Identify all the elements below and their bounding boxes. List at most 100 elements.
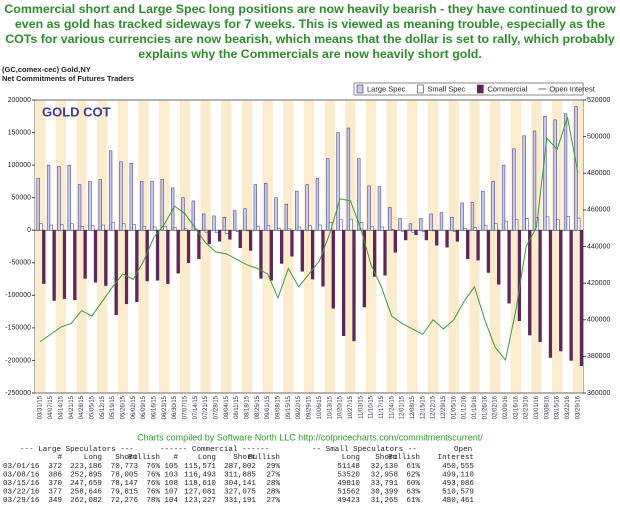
bar: [52, 229, 56, 301]
bar: [297, 226, 302, 231]
bar: [532, 130, 537, 231]
bar: [160, 179, 164, 231]
bar: [197, 229, 201, 260]
bar: [264, 183, 268, 231]
table-cell: 49810: [337, 480, 360, 488]
table-cell: 386: [48, 472, 62, 480]
table-cell: 49423: [337, 497, 360, 505]
table-column: Bullish: [128, 454, 160, 462]
x-tick-label: 05/26/15: [120, 395, 126, 419]
x-tick-label: 11/10/15: [369, 395, 375, 419]
bar: [336, 132, 340, 231]
table-cell: 311,885: [224, 472, 256, 480]
legend-swatch: [356, 84, 364, 94]
bar: [483, 225, 488, 231]
y2-tick-label: 500000: [587, 133, 610, 140]
x-tick-label: 12/29/15: [441, 395, 447, 419]
bar: [318, 224, 322, 231]
bar: [163, 226, 167, 231]
bar: [173, 227, 178, 231]
table-cell: 116,493: [184, 472, 216, 480]
y-tick-label: 0: [27, 227, 31, 234]
table-cell: 247,659: [70, 480, 102, 488]
table-cell: 103: [164, 472, 178, 480]
y2-tick-label: 440000: [587, 243, 610, 250]
bar: [228, 229, 232, 240]
bar: [538, 229, 542, 343]
bar: [305, 184, 309, 231]
x-tick-label: 01/19/16: [472, 395, 478, 419]
y-tick-label: -200000: [5, 357, 31, 364]
table-cell: 510,579: [442, 489, 474, 497]
table-column: Long: [84, 454, 102, 462]
x-tick-label: 10/06/15: [317, 395, 323, 419]
bar: [60, 224, 64, 231]
headline: Commercial short and Large Spec long pos…: [4, 2, 616, 61]
bar: [473, 227, 477, 231]
x-tick-label: 09/08/15: [276, 395, 282, 419]
table-cell: 70,773: [111, 463, 139, 471]
stripes: [35, 101, 583, 392]
table-group: ------ Commercial ------: [160, 446, 269, 454]
bar: [414, 229, 418, 236]
bar: [404, 229, 408, 241]
bar: [243, 208, 247, 231]
x-tick-label: 05/12/15: [100, 395, 106, 419]
bar: [357, 158, 361, 231]
bar: [104, 229, 108, 286]
x-tick-label: 02/09/16: [503, 395, 509, 419]
x-tick-label: 03/29/16: [575, 395, 581, 419]
bar: [274, 197, 278, 231]
x-tick-label: 05/05/15: [89, 395, 95, 419]
legend-swatch: [417, 84, 424, 94]
bar: [566, 216, 570, 231]
bar: [139, 181, 144, 231]
x-tick-label: 12/08/15: [410, 395, 416, 419]
x-tick-label: 03/01/16: [534, 395, 540, 419]
bar: [424, 229, 429, 241]
bar: [522, 135, 526, 231]
bar: [548, 229, 553, 358]
stripe: [241, 101, 253, 392]
bar: [91, 225, 95, 231]
table-column: Long: [198, 454, 216, 462]
table-column: Bullish: [388, 454, 420, 462]
bar: [246, 229, 250, 232]
bar: [108, 150, 113, 231]
table-cell: 61%: [406, 463, 420, 471]
bar: [346, 127, 351, 231]
bar: [132, 224, 136, 231]
bar: [388, 207, 392, 231]
bar: [569, 229, 573, 361]
legend-swatch: [477, 84, 484, 94]
x-tick-label: 10/27/15: [348, 395, 354, 419]
bar: [166, 229, 170, 284]
x-tick-label: 12/01/15: [400, 395, 406, 419]
bar: [215, 229, 219, 234]
bar: [370, 226, 374, 231]
table-cell: 107: [164, 489, 178, 497]
x-tick-label: 04/07/15: [48, 395, 54, 419]
bar: [321, 229, 325, 287]
stripe: [345, 101, 356, 392]
table-group: -- Small Speculators --: [312, 446, 417, 454]
table-cell: 76%: [146, 480, 160, 488]
table-cell: 118,610: [184, 480, 216, 488]
bar: [362, 229, 366, 308]
table-cell: 499,110: [442, 472, 474, 480]
bar: [129, 162, 133, 231]
y2-tick-label: 520000: [587, 97, 610, 104]
bar: [300, 229, 304, 272]
x-tick-label: 03/22/16: [565, 395, 571, 419]
x-tick-label: 02/02/16: [493, 395, 499, 419]
x-tick-label: 07/07/15: [183, 395, 189, 419]
credit: Charts compiled by Software North LLC ht…: [137, 432, 483, 442]
table-cell: 29%: [266, 463, 280, 471]
bar: [326, 158, 330, 231]
table-cell: 63%: [406, 489, 420, 497]
stripe: [97, 101, 108, 392]
chart-title: GOLD COT: [42, 104, 111, 119]
table-cell: 78,005: [111, 472, 139, 480]
table-cell: 03/01/16: [3, 463, 40, 471]
